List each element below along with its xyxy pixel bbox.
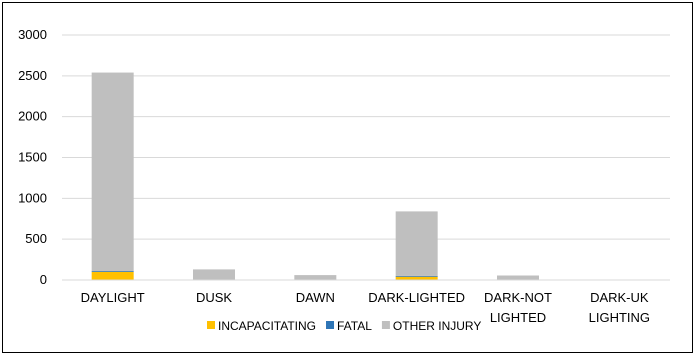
x-category-label: DARK-LIGHTED (368, 290, 465, 305)
y-tick-label: 0 (40, 272, 47, 287)
y-tick-label: 2500 (18, 68, 47, 83)
y-tick-label: 1500 (18, 150, 47, 165)
y-tick-label: 500 (25, 231, 47, 246)
category-labels: DAYLIGHT DUSK DAWN DARK-LIGHTED DARK-NOT LIGH… (81, 290, 650, 325)
bar-other-injury (193, 269, 235, 280)
y-tick-label: 1000 (18, 190, 47, 205)
gridlines (62, 34, 670, 240)
y-axis-ticks: 0 500 1000 1500 2000 2500 3000 (18, 27, 47, 287)
legend-label: FATAL (337, 319, 372, 333)
y-tick-label: 3000 (18, 27, 47, 42)
x-category-label: DUSK (196, 290, 232, 305)
bar-other-injury (91, 72, 134, 272)
bar-incapacitating (91, 271, 134, 280)
bar-other-injury (294, 275, 337, 280)
bar-other-injury (395, 211, 438, 276)
legend-swatch (207, 321, 215, 329)
legend-label: INCAPACITATING (218, 319, 316, 333)
bars (91, 72, 539, 280)
legend-label: OTHER INJURY (393, 319, 481, 333)
x-category-label: DARK-UK LIGHTING (589, 290, 650, 325)
legend-swatch (326, 321, 335, 329)
x-category-label: DAYLIGHT (81, 290, 145, 305)
bar-other-injury (497, 275, 539, 280)
bar-incapacitating (395, 276, 438, 280)
x-category-label: DARK-NOT LIGHTED (484, 290, 552, 325)
bar-fatal (395, 275, 438, 277)
legend: INCAPACITATING FATAL OTHER INJURY (207, 319, 481, 333)
bar-fatal (91, 271, 134, 272)
y-tick-label: 2000 (18, 109, 47, 124)
legend-swatch (381, 321, 390, 329)
x-category-label: DAWN (296, 290, 335, 305)
